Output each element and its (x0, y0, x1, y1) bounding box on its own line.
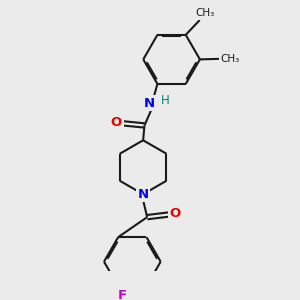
Text: F: F (118, 289, 127, 300)
Text: N: N (138, 188, 149, 201)
Text: H: H (160, 94, 169, 107)
Text: O: O (111, 116, 122, 129)
Text: CH₃: CH₃ (220, 54, 240, 64)
Text: O: O (169, 207, 181, 220)
Text: CH₃: CH₃ (196, 8, 215, 18)
Text: N: N (144, 97, 155, 110)
